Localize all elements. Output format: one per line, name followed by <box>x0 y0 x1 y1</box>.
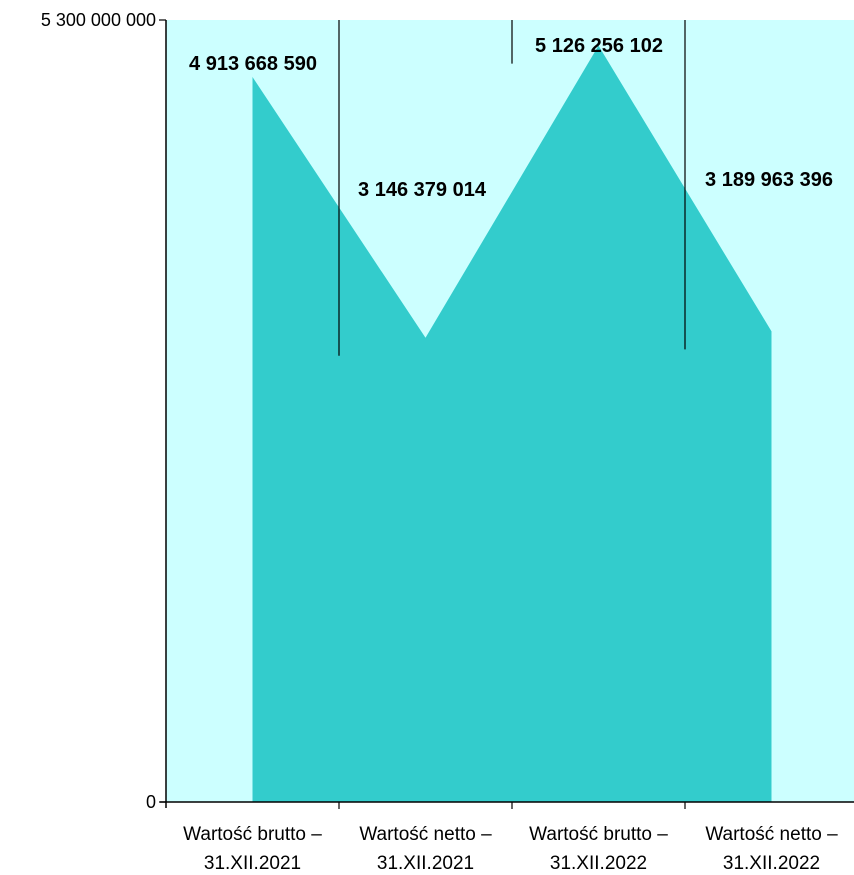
data-label: 5 126 256 102 <box>535 35 663 57</box>
x-category-label: 31.XII.2022 <box>550 853 647 874</box>
y-tick-label: 0 <box>146 792 156 812</box>
data-label: 3 146 379 014 <box>358 179 487 201</box>
x-category-label: 31.XII.2021 <box>377 853 474 874</box>
x-category-label: 31.XII.2021 <box>204 853 301 874</box>
x-category-label: Wartość brutto – <box>529 824 668 845</box>
x-category-label: Wartość netto – <box>359 824 492 845</box>
x-category-label: 31.XII.2022 <box>723 853 820 874</box>
data-label: 3 189 963 396 <box>705 169 833 191</box>
x-category-label: Wartość brutto – <box>183 824 322 845</box>
data-label: 4 913 668 590 <box>189 53 317 75</box>
y-tick-label: 5 300 000 000 <box>41 10 156 30</box>
x-category-label: Wartość netto – <box>705 824 838 845</box>
area-series <box>252 45 772 802</box>
